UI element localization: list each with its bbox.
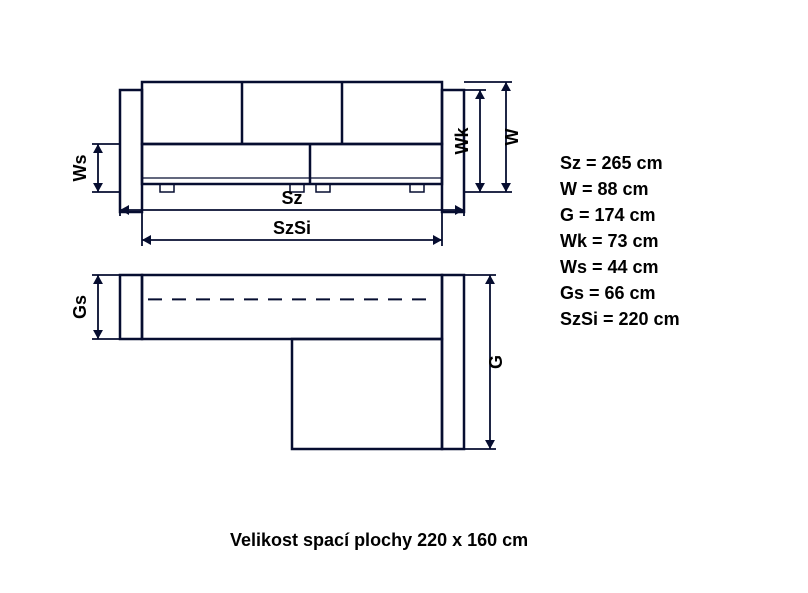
legend-row: SzSi = 220 cm [560,306,680,332]
legend-row: Wk = 73 cm [560,228,680,254]
diagram-canvas: Sz SzSi W Wk Ws Gs G Sz = 265 cmW = 88 cmG = 1… [0,0,808,593]
svg-text:G: G [486,355,506,369]
dimensions-legend: Sz = 265 cmW = 88 cmG = 174 cmWk = 73 cm… [560,150,680,332]
svg-text:Sz: Sz [281,188,302,208]
svg-text:Gs: Gs [70,295,90,319]
legend-row: G = 174 cm [560,202,680,228]
caption: Velikost spací plochy 220 x 160 cm [230,530,528,551]
diagram-svg: Sz SzSi W Wk Ws Gs G [0,0,808,593]
svg-text:SzSi: SzSi [273,218,311,238]
svg-text:Ws: Ws [70,155,90,182]
legend-row: Gs = 66 cm [560,280,680,306]
svg-text:Wk: Wk [452,127,472,155]
legend-row: W = 88 cm [560,176,680,202]
svg-text:W: W [502,129,522,146]
legend-row: Sz = 265 cm [560,150,680,176]
legend-row: Ws = 44 cm [560,254,680,280]
